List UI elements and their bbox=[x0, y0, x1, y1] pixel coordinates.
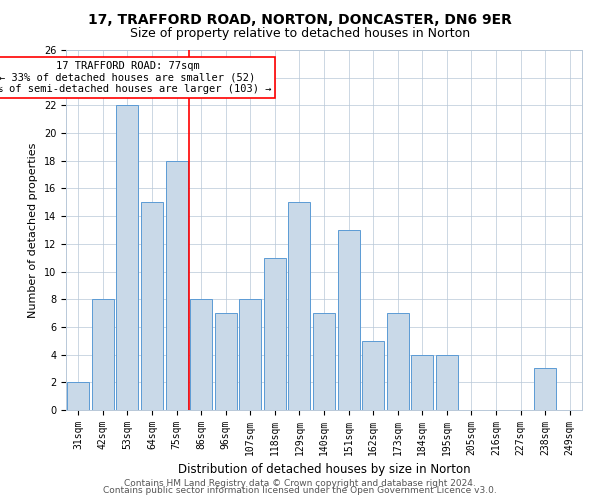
Bar bbox=[190, 299, 212, 410]
Text: Contains public sector information licensed under the Open Government Licence v3: Contains public sector information licen… bbox=[103, 486, 497, 495]
Bar bbox=[289, 202, 310, 410]
Text: 17, TRAFFORD ROAD, NORTON, DONCASTER, DN6 9ER: 17, TRAFFORD ROAD, NORTON, DONCASTER, DN… bbox=[88, 12, 512, 26]
Bar bbox=[386, 313, 409, 410]
Bar bbox=[239, 299, 262, 410]
Bar bbox=[67, 382, 89, 410]
Bar bbox=[116, 106, 139, 410]
Bar bbox=[166, 161, 188, 410]
Bar bbox=[338, 230, 359, 410]
Bar bbox=[436, 354, 458, 410]
Bar bbox=[264, 258, 286, 410]
X-axis label: Distribution of detached houses by size in Norton: Distribution of detached houses by size … bbox=[178, 464, 470, 476]
Bar bbox=[215, 313, 237, 410]
Text: Contains HM Land Registry data © Crown copyright and database right 2024.: Contains HM Land Registry data © Crown c… bbox=[124, 478, 476, 488]
Bar bbox=[313, 313, 335, 410]
Bar bbox=[411, 354, 433, 410]
Text: 17 TRAFFORD ROAD: 77sqm
← 33% of detached houses are smaller (52)
66% of semi-de: 17 TRAFFORD ROAD: 77sqm ← 33% of detache… bbox=[0, 61, 271, 94]
Bar bbox=[362, 341, 384, 410]
Bar bbox=[92, 299, 114, 410]
Bar bbox=[141, 202, 163, 410]
Text: Size of property relative to detached houses in Norton: Size of property relative to detached ho… bbox=[130, 28, 470, 40]
Y-axis label: Number of detached properties: Number of detached properties bbox=[28, 142, 38, 318]
Bar bbox=[534, 368, 556, 410]
